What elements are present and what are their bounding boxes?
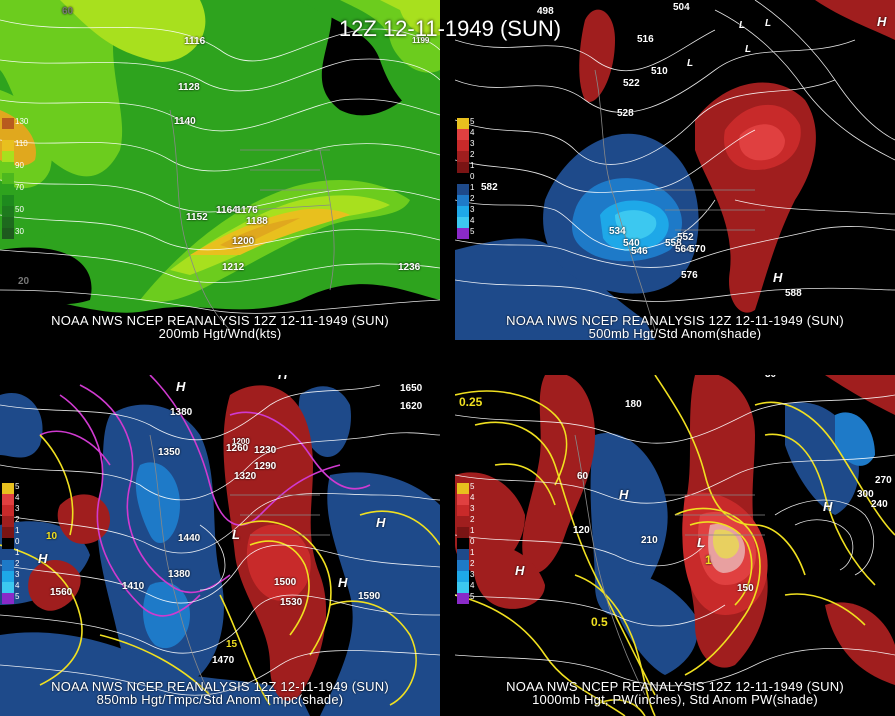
contour-label: 1230 [254,445,277,456]
wind-speed-map [0,0,440,340]
temp-anomaly-legend: 5 4 3 2 1 0 1 2 3 4 5 [2,482,19,604]
panel-source-caption: NOAA NWS NCEP REANALYSIS 12Z 12-11-1949 … [51,679,389,694]
contour-label: 240 [871,499,888,510]
contour-label: 1116 [184,36,206,47]
high-marker: H [773,270,783,285]
contour-label: 1260 [226,443,249,454]
low-marker: L [745,44,752,55]
high-marker: H [619,487,629,502]
contour-label: 552 [677,232,694,243]
contour-label: 1140 [174,116,196,127]
panel-source-caption: NOAA NWS NCEP REANALYSIS 12Z 12-11-1949 … [506,679,844,694]
contour-label: 180 [625,399,642,410]
temp-anomaly-map [0,375,440,716]
contour-label: 498 [537,6,554,17]
low-marker: L [697,535,705,550]
panel-500mb: 5 4 3 2 1 0 1 2 3 4 5 498 504 510 516 52… [455,0,895,340]
contour-label: 1470 [212,655,235,666]
pw-label: 1 [705,553,712,567]
high-marker: H [823,499,833,514]
high-marker: H [38,551,48,566]
contour-label: 1560 [50,587,73,598]
contour-label: 1620 [400,401,423,412]
contour-label: 1350 [158,447,181,458]
low-marker: L [765,18,772,29]
contour-label: 60 [577,471,589,482]
contour-label: 1650 [400,383,423,394]
contour-label: 1440 [178,533,201,544]
contour-label: 1530 [280,597,303,608]
panel-field-caption: 200mb Hgt/Wnd(kts) [158,326,282,340]
panel-850mb: 5 4 3 2 1 0 1 2 3 4 5 1200 1230 1260 129… [0,375,440,716]
contour-label: 564 [675,244,692,255]
contour-label: 570 [689,244,706,255]
contour-label: 1290 [254,461,277,472]
contour-label: 1320 [234,471,257,482]
panel-source-caption: NOAA NWS NCEP REANALYSIS 12Z 12-11-1949 … [506,313,844,328]
lat-label: 60 [62,6,74,17]
contour-label: 1164 [216,205,238,216]
wind-legend: 130 110 90 70 50 30 [2,117,28,239]
panel-source-caption: NOAA NWS NCEP REANALYSIS 12Z 12-11-1949 … [51,313,389,328]
contour-label: 1200 [232,236,255,247]
temp-label: 10 [46,531,58,542]
contour-label: 1152 [186,212,208,223]
contour-label: 576 [681,270,698,281]
high-marker: H [376,515,386,530]
contour-label: 528 [617,108,634,119]
contour-label: 120 [573,525,590,536]
contour-label: 270 [875,475,892,486]
panel-field-caption: 850mb Hgt/Tmpc/Std Anom Tmpc(shade) [96,692,344,707]
pw-label: 0.25 [459,395,483,409]
panel-200mb: 130 110 90 70 50 30 1116 1128 1140 1152 … [0,0,440,340]
high-marker: H [515,563,525,578]
contour-label: 1200 [232,437,250,446]
height-anomaly-map [455,0,895,340]
low-marker: L [687,58,694,69]
lat-label: 20 [18,276,30,287]
contour-label: 1410 [122,581,145,592]
contour-label: 210 [641,535,658,546]
contour-label: 1188 [246,216,268,227]
contour-label: 1128 [178,82,200,93]
contour-label: 582 [481,182,498,193]
precip-water-map [455,375,895,716]
panel-1000mb: 5 4 3 2 1 0 1 2 3 4 5 30 60 90 120 150 1… [455,375,895,716]
panel-field-caption: 1000mb Hgt, PW(inches), Std Anom PW(shad… [532,692,818,707]
panel-field-caption: 500mb Hgt/Std Anom(shade) [588,326,762,340]
contour-label: 534 [609,226,626,237]
contour-label: 1380 [168,569,191,580]
temp-label: 15 [226,639,238,650]
pw-anomaly-legend: 5 4 3 2 1 0 1 2 3 4 5 [457,482,474,604]
contour-label: 1199 [412,36,430,45]
contour-label: 1212 [222,262,245,273]
contour-label: 30 [765,375,776,380]
contour-label: 1236 [398,262,421,273]
contour-label: 558 [665,238,682,249]
low-marker: L [232,527,240,542]
contour-label: 546 [631,246,648,257]
contour-label: 540 [623,238,640,249]
anomaly-legend: 5 4 3 2 1 0 1 2 3 4 5 [457,117,474,239]
contour-label: 516 [637,34,654,45]
contour-label: 1590 [358,591,381,602]
contour-label: 522 [623,78,640,89]
high-marker: H [176,379,186,394]
contour-label: 510 [651,66,668,77]
contour-label: 1500 [274,577,297,588]
contour-label: 90 [727,375,738,378]
high-marker: H [338,575,348,590]
high-marker: H [278,375,287,382]
contour-label: 150 [737,583,754,594]
contour-label: 1176 [236,205,258,216]
contour-label: 300 [857,489,874,500]
contour-label: 588 [785,288,802,299]
contour-label: 504 [673,2,690,13]
high-marker: H [877,14,887,29]
pw-label: 0.5 [591,615,608,629]
contour-label: 1380 [170,407,193,418]
page-title: 12Z 12-11-1949 (SUN) [338,16,562,41]
low-marker: L [739,20,746,31]
